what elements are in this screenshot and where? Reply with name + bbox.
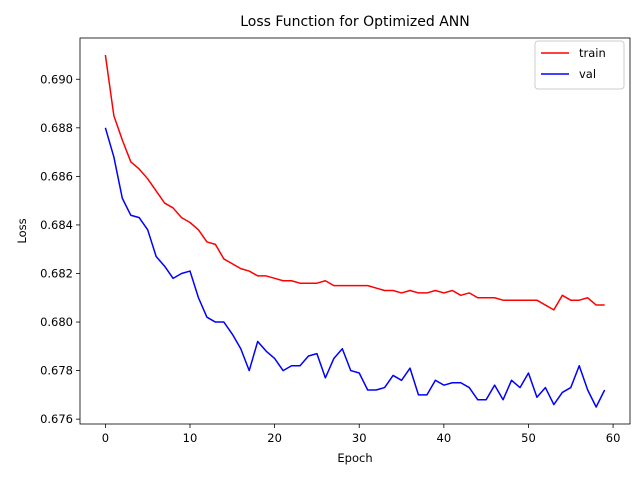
series-layer — [104, 54, 606, 408]
x-tick-label: 40 — [437, 431, 452, 445]
plot-frame — [79, 37, 631, 425]
x-tick-label: 50 — [521, 431, 536, 445]
x-axis: 0 10 20 30 40 50 60 — [102, 424, 621, 445]
y-axis-label: Loss — [15, 218, 29, 243]
legend-label-val: val — [579, 67, 596, 81]
series-line-val — [104, 127, 606, 408]
y-tick-label: 0.682 — [40, 266, 73, 280]
plot-area — [80, 38, 630, 424]
y-tick-label: 0.688 — [40, 121, 73, 135]
x-tick-label: 30 — [352, 431, 367, 445]
x-tick-label: 10 — [183, 431, 198, 445]
y-tick-label: 0.676 — [40, 412, 73, 426]
x-axis-label: Epoch — [337, 451, 372, 465]
chart-title: Loss Function for Optimized ANN — [240, 14, 470, 30]
legend-label-train: train — [579, 46, 606, 60]
y-tick-label: 0.678 — [40, 364, 73, 378]
y-tick-label: 0.686 — [40, 169, 73, 183]
y-axis: 0.676 0.678 0.680 0.682 0.684 0.686 0.688 0.690 — [40, 72, 80, 426]
x-tick-label: 60 — [606, 431, 621, 445]
series-line-train — [104, 54, 605, 311]
y-tick-label: 0.690 — [40, 72, 73, 86]
x-tick-label: 20 — [267, 431, 282, 445]
legend: train val — [534, 40, 625, 90]
y-tick-label: 0.684 — [40, 218, 73, 232]
x-tick-label: 0 — [102, 431, 109, 445]
y-tick-label: 0.680 — [40, 315, 73, 329]
